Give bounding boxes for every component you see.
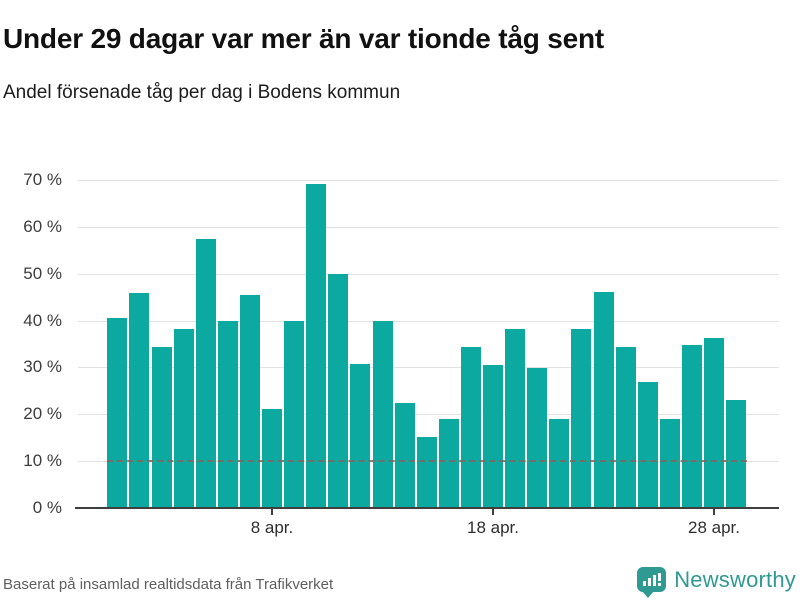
- bar-21apr: [549, 419, 570, 508]
- newsworthy-wordmark: Newsworthy: [674, 567, 796, 592]
- y-axis-label-0: 0 %: [32, 498, 62, 517]
- speech-bubble-shape: [637, 566, 667, 592]
- x-axis-label-8apr: 8 apr.: [250, 518, 294, 537]
- bar-2apr: [129, 292, 150, 508]
- bar-29apr: [726, 400, 747, 508]
- bar-15apr: [416, 437, 437, 508]
- gridline-40: [78, 320, 779, 322]
- plot-area: 8 apr. 18 apr. 28 apr.: [75, 180, 779, 537]
- chart-title: Under 29 dagar var mer än var tionde tåg…: [3, 22, 604, 54]
- x-axis-line: [75, 507, 779, 509]
- gridline-70: [78, 180, 779, 181]
- bar-6apr: [217, 321, 238, 508]
- bar-27apr: [681, 344, 702, 508]
- newsworthy-logo[interactable]: Newsworthy: [637, 561, 796, 599]
- gridline-30: [78, 367, 779, 369]
- gridline-20: [78, 414, 779, 416]
- bar-26apr: [659, 419, 680, 508]
- y-axis-label-50: 50 %: [23, 263, 62, 283]
- bar-25apr: [637, 382, 658, 508]
- y-axis-label-30: 30 %: [23, 357, 62, 377]
- x-axis-tick-28apr: [713, 508, 715, 515]
- bar-28apr: [704, 338, 724, 508]
- bar-4apr: [173, 329, 194, 508]
- gridline-50: [78, 273, 779, 275]
- speech-bubble-tail: [642, 590, 655, 598]
- bar-24apr: [615, 346, 636, 508]
- bar-23apr: [593, 292, 614, 508]
- bar-12apr: [350, 364, 371, 508]
- y-axis-label-20: 20 %: [23, 404, 62, 424]
- source-note: Baserat på insamlad realtidsdata från Tr…: [3, 576, 334, 593]
- newsworthy-icon: [637, 566, 667, 598]
- x-axis-label-18apr: 18 apr.: [467, 518, 519, 537]
- bar-20apr: [527, 368, 548, 508]
- bar-3apr: [151, 346, 172, 508]
- bar-5apr: [195, 238, 216, 508]
- bar-22apr: [571, 329, 592, 508]
- bar-19apr: [505, 329, 526, 508]
- gridline-60: [78, 226, 779, 228]
- bar-16apr: [438, 418, 459, 508]
- bar-17apr: [460, 346, 481, 508]
- bar-13apr: [372, 321, 393, 508]
- y-axis-label-60: 60 %: [23, 216, 62, 236]
- bar-18apr: [483, 364, 503, 508]
- bar-11apr: [328, 274, 349, 508]
- bar-1apr: [107, 317, 128, 508]
- y-axis-label-40: 40 %: [23, 310, 62, 330]
- bar-8apr: [262, 408, 282, 508]
- bar-7apr: [239, 295, 260, 508]
- y-axis-label-10: 10 %: [23, 451, 62, 471]
- bar-chart-exclamation-icon: [643, 572, 662, 586]
- x-axis-label-28apr: 28 apr.: [688, 518, 740, 537]
- x-axis-tick-8apr: [271, 508, 273, 515]
- bar-9apr: [284, 321, 305, 508]
- x-axis-tick-18apr: [492, 508, 494, 515]
- chart-subtitle: Andel försenade tåg per dag i Bodens kom…: [3, 82, 401, 103]
- reference-line-10pct: [107, 460, 747, 463]
- y-axis-label-70: 70 %: [23, 170, 62, 189]
- bar-14apr: [394, 402, 415, 508]
- bar-10apr: [306, 184, 327, 508]
